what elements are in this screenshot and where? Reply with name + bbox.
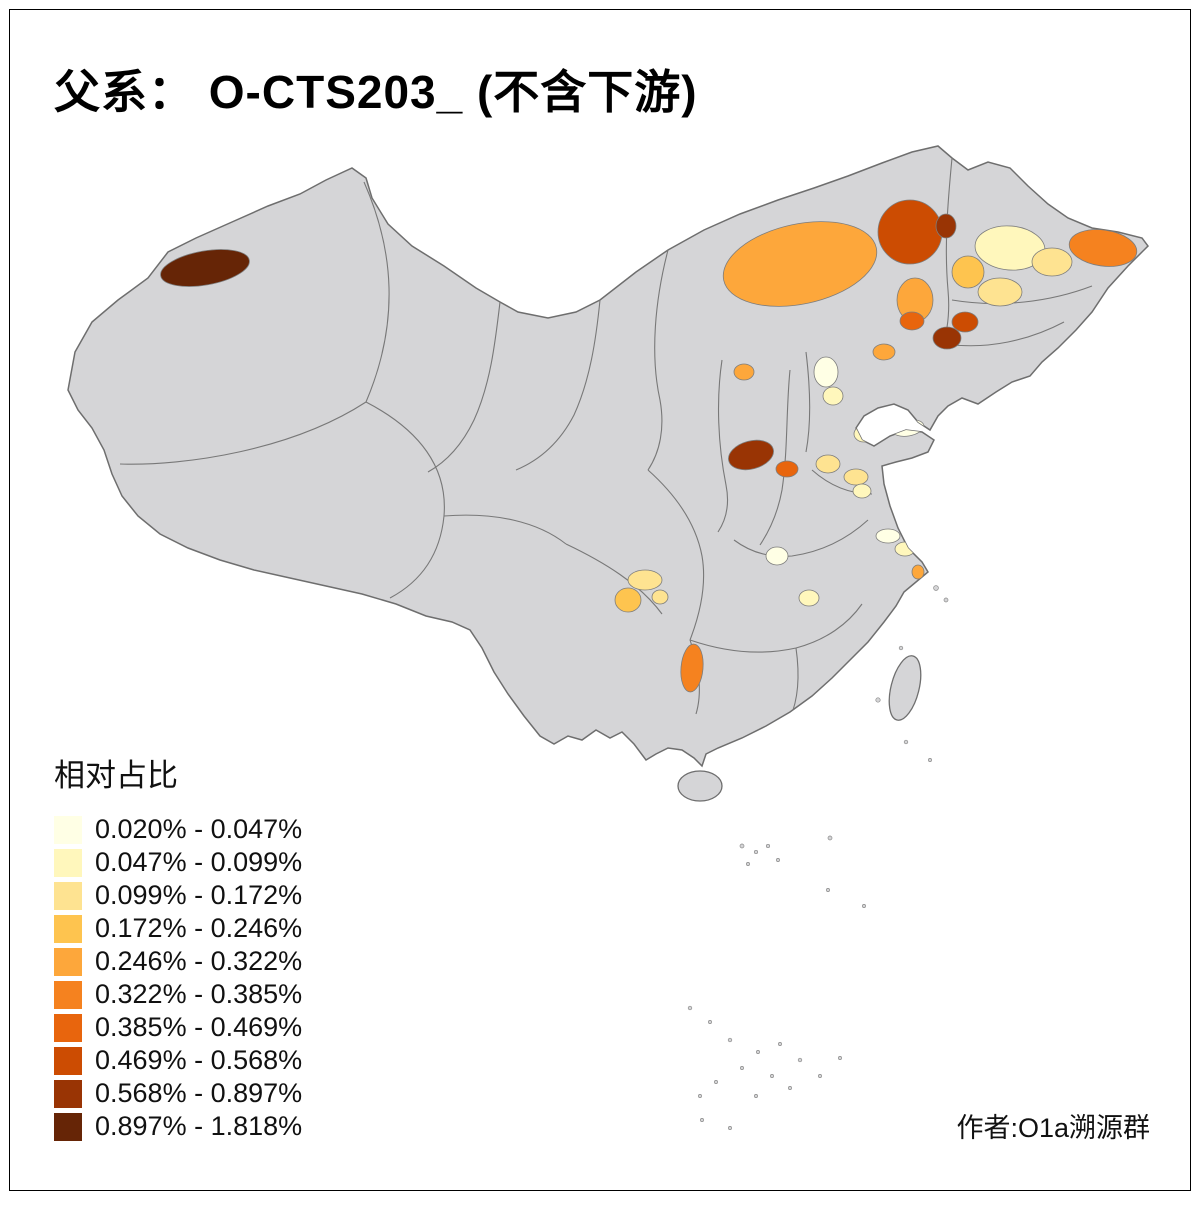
legend-swatch: [54, 815, 82, 844]
region-songyuan-light: [977, 277, 1023, 307]
legend-swatch: [54, 947, 82, 976]
region-chongqing-a: [627, 569, 663, 591]
region-inner-mongolia-west: [722, 221, 878, 307]
region-shenyang-dark: [932, 326, 962, 350]
legend-swatch: [54, 914, 82, 943]
legend-range-label: 0.172% - 0.246%: [95, 913, 303, 943]
sea-islets: [687, 585, 949, 1130]
region-huaian-pale: [894, 541, 916, 557]
hainan-island: [677, 770, 723, 802]
legend-row: 0.568% - 0.897%: [54, 1077, 302, 1110]
legend-swatch: [54, 848, 82, 877]
legend-range-label: 0.897% - 1.818%: [95, 1111, 303, 1141]
region-chongqing-c: [651, 589, 669, 605]
region-chifeng-bright: [899, 311, 925, 331]
legend-swatch: [54, 1013, 82, 1042]
legend-row: 0.047% - 0.099%: [54, 846, 302, 879]
region-baicheng-light: [951, 255, 985, 289]
legend: 相对占比 0.020% - 0.047% 0.047% - 0.099% 0.099…: [54, 750, 302, 1143]
region-changzhi-orange: [775, 460, 799, 478]
legend-row: 0.897% - 1.818%: [54, 1110, 302, 1143]
legend-range-label: 0.246% - 0.322%: [95, 946, 303, 976]
legend-range-label: 0.020% - 0.047%: [95, 814, 303, 844]
legend-row: 0.246% - 0.322%: [54, 945, 302, 978]
region-inner-mongolia-north: [877, 199, 943, 265]
legend-row: 0.385% - 0.469%: [54, 1011, 302, 1044]
region-inner-mongolia-ne-spot: [935, 213, 957, 239]
legend-range-label: 0.469% - 0.568%: [95, 1045, 303, 1075]
legend-swatch: [54, 1079, 82, 1108]
legend-swatch: [54, 1046, 82, 1075]
legend-row: 0.469% - 0.568%: [54, 1044, 302, 1077]
legend-row: 0.172% - 0.246%: [54, 912, 302, 945]
region-hebei-south-pale: [815, 454, 841, 474]
region-chongqing-b: [614, 587, 642, 613]
region-jinan-pale: [843, 468, 869, 486]
region-zhangjiakou-pale: [813, 356, 839, 388]
region-heze-pale: [852, 483, 872, 499]
legend-rows: 0.020% - 0.047% 0.047% - 0.099% 0.099% - 0…: [54, 813, 302, 1143]
page-title: 父系： O-CTS203_ (不含下游): [54, 66, 698, 118]
legend-range-label: 0.099% - 0.172%: [95, 880, 303, 910]
legend-swatch: [54, 1112, 82, 1141]
region-hohhot-orange: [733, 363, 755, 381]
region-beijing-pale: [822, 386, 844, 406]
region-shanxi-dark: [728, 439, 774, 471]
legend-row: 0.099% - 0.172%: [54, 879, 302, 912]
region-shanghai-orange: [911, 564, 925, 580]
region-guizhou-orange: [680, 643, 704, 693]
region-xuzhou-pale: [875, 528, 901, 544]
legend-range-label: 0.385% - 0.469%: [95, 1012, 303, 1042]
region-hefei-pale: [765, 546, 789, 566]
legend-range-label: 0.047% - 0.099%: [95, 847, 303, 877]
legend-title: 相对占比: [54, 758, 178, 793]
region-xinjiang-bortala: [160, 249, 250, 287]
region-tieling-red: [951, 311, 979, 333]
region-jiamusi-orange: [1068, 229, 1138, 267]
region-chaoyang-orange: [872, 343, 896, 361]
region-nanchang-pale: [798, 589, 820, 607]
legend-range-label: 0.568% - 0.897%: [95, 1078, 303, 1108]
author-credit: 作者:O1a溯源群: [956, 1113, 1150, 1143]
taiwan-island: [888, 655, 922, 721]
legend-swatch: [54, 980, 82, 1009]
legend-range-label: 0.322% - 0.385%: [95, 979, 303, 1009]
legend-swatch: [54, 881, 82, 910]
region-heihe-pale: [1031, 247, 1073, 277]
legend-row: 0.020% - 0.047%: [54, 813, 302, 846]
legend-row: 0.322% - 0.385%: [54, 978, 302, 1011]
